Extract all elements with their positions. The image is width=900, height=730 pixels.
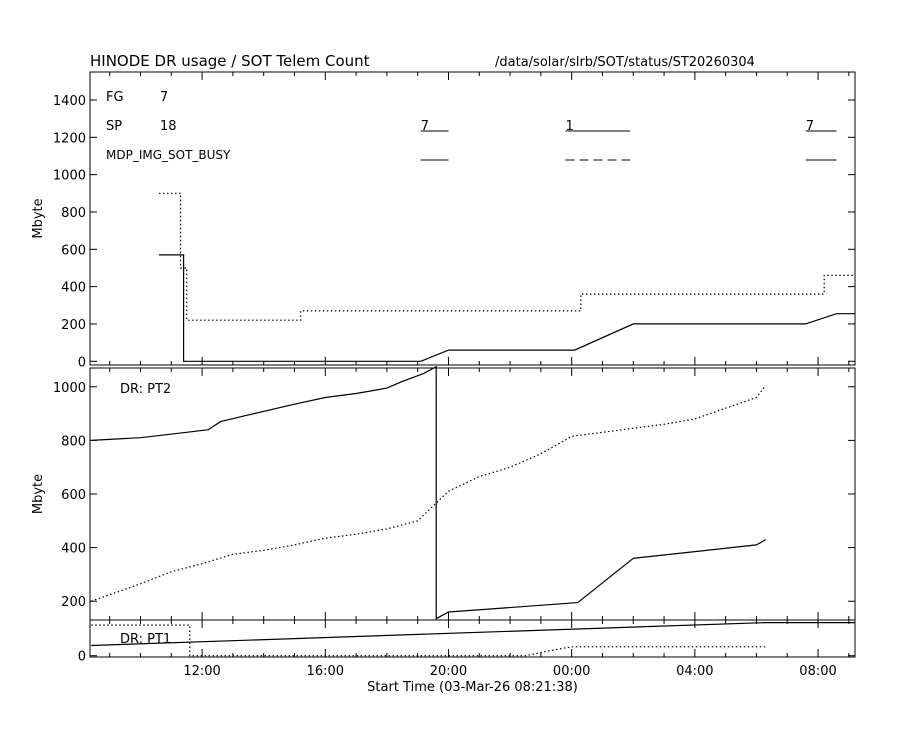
ytick-label: 400 — [61, 542, 86, 557]
ytick-label: 200 — [61, 318, 86, 333]
sp-count: 18 — [160, 119, 177, 134]
panel-label: DR: PT2 — [120, 382, 171, 397]
y-axis-label: Mbyte — [31, 198, 46, 238]
ytick-label: 600 — [61, 488, 86, 503]
ytick-label: 1200 — [53, 131, 86, 146]
series-line-1 — [91, 624, 766, 657]
xtick-label: 00:00 — [553, 664, 590, 679]
ytick-label: 800 — [61, 206, 86, 221]
ytick-label: 1000 — [53, 169, 86, 184]
series-line-0 — [91, 621, 855, 647]
ytick-label: 1000 — [53, 381, 86, 396]
xtick-label: 12:00 — [183, 664, 220, 679]
series-line-1 — [159, 192, 855, 321]
plot-frame-2 — [89, 619, 856, 658]
series-line-0 — [91, 365, 766, 620]
series-line-1 — [91, 385, 767, 602]
ytick-label: 400 — [61, 281, 86, 296]
sp-segment-label: 1 — [566, 119, 574, 134]
chart-title: HINODE DR usage / SOT Telem Count — [90, 52, 370, 70]
xtick-label: 08:00 — [799, 664, 836, 679]
y-axis-label: Mbyte — [31, 474, 46, 514]
plot-frame-1 — [89, 367, 856, 621]
fg-label: FG — [106, 90, 124, 105]
ytick-label: 600 — [61, 243, 86, 258]
xtick-label: 04:00 — [676, 664, 713, 679]
ytick-label: 200 — [61, 595, 86, 610]
xtick-label: 16:00 — [307, 664, 344, 679]
fg-count: 7 — [160, 90, 168, 105]
series-line-0 — [159, 254, 855, 362]
sp-label: SP — [106, 119, 122, 134]
ytick-label: 1400 — [53, 94, 86, 109]
sp-segment-label: 7 — [806, 119, 814, 134]
data-path: /data/solar/slrb/SOT/status/ST20260304 — [495, 55, 755, 70]
ytick-label: 0 — [78, 355, 86, 370]
ytick-label: 800 — [61, 434, 86, 449]
ytick-label: 0 — [78, 650, 86, 665]
plot-frame-0 — [89, 71, 856, 366]
busy-label: MDP_IMG_SOT_BUSY — [106, 148, 231, 162]
sp-segment-label: 7 — [421, 119, 429, 134]
x-axis-label: Start Time (03-Mar-26 08:21:38) — [367, 680, 578, 695]
xtick-label: 20:00 — [430, 664, 467, 679]
